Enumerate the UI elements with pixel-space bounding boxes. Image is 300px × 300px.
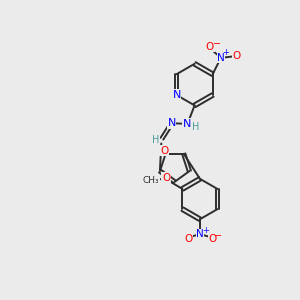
Text: N: N (167, 118, 176, 128)
Text: N: N (172, 90, 181, 100)
Text: N: N (196, 229, 204, 239)
Text: +: + (202, 226, 209, 235)
Text: O: O (206, 42, 214, 52)
Text: O: O (232, 51, 241, 62)
Text: H: H (192, 122, 199, 132)
Text: O: O (184, 235, 193, 244)
Text: CH₃: CH₃ (143, 176, 160, 185)
Text: O: O (162, 172, 170, 183)
Text: O: O (160, 146, 168, 156)
Text: −: − (213, 39, 221, 49)
Text: O: O (208, 235, 217, 244)
Text: H: H (152, 135, 159, 145)
Text: +: + (223, 48, 230, 57)
Text: N: N (183, 119, 191, 129)
Text: −: − (214, 231, 222, 241)
Text: N: N (217, 53, 225, 63)
